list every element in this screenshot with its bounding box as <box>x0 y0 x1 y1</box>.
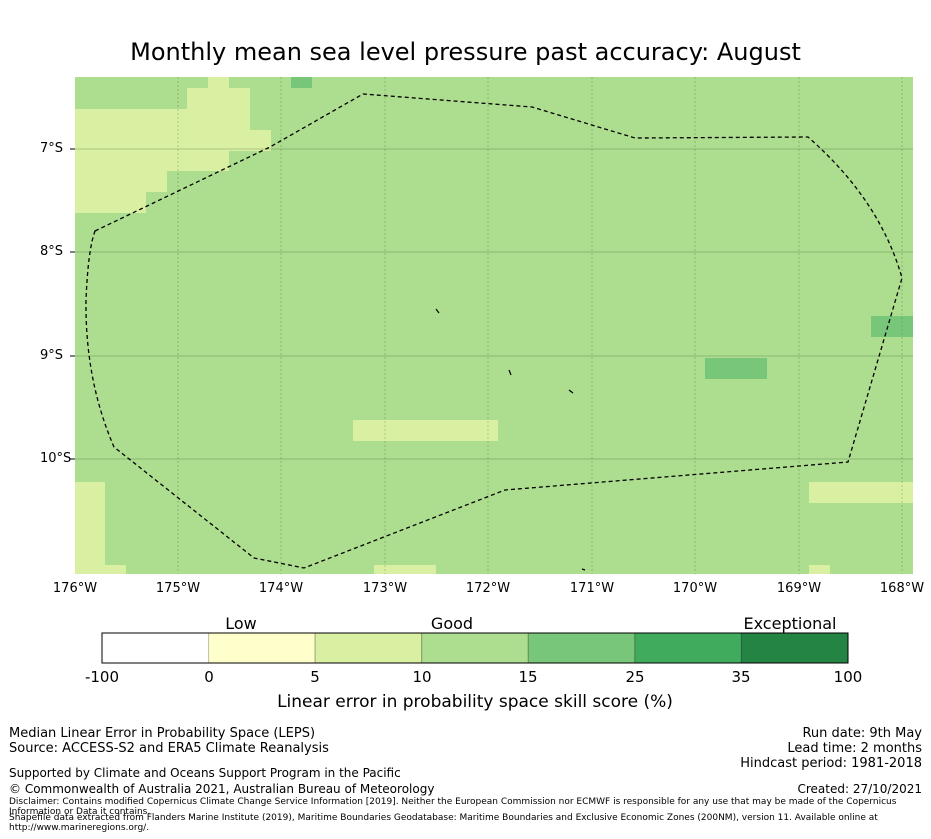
lon-label: 172°W <box>465 581 511 596</box>
skill-map <box>70 77 913 574</box>
island <box>581 568 586 571</box>
colorbar-tick: 25 <box>625 668 645 686</box>
gridlines <box>75 77 913 574</box>
colorbar-tick: 10 <box>412 668 432 686</box>
colorbar-label: Linear error in probability space skill … <box>277 692 673 712</box>
created-date: Created: 27/10/2021 <box>797 782 922 796</box>
eez-boundary <box>85 93 903 569</box>
island <box>435 308 440 314</box>
colorbar-outline <box>101 632 849 664</box>
lon-label: 168°W <box>879 581 925 596</box>
lon-label: 174°W <box>258 581 304 596</box>
colorbar-cell <box>527 632 636 664</box>
copyright: © Commonwealth of Australia 2021, Austra… <box>9 782 435 796</box>
data-source: Source: ACCESS-S2 and ERA5 Climate Reana… <box>9 741 329 756</box>
lat-label: 7°S <box>40 141 64 156</box>
colorbar-cell <box>634 632 742 664</box>
shapefile-credit: Shapefile data extracted from Flanders M… <box>9 813 878 833</box>
map-title: Monthly mean sea level pressure past acc… <box>130 38 801 66</box>
run-date: Run date: 9th May <box>802 726 922 741</box>
lead-time: Lead time: 2 months <box>787 741 922 756</box>
colorbar-tick: 0 <box>204 668 214 686</box>
island <box>508 369 512 376</box>
disclaimer: Disclaimer: Contains modified Copernicus… <box>9 797 897 817</box>
colorbar <box>101 632 849 664</box>
lat-label: 10°S <box>40 451 72 466</box>
colorbar-cell <box>421 632 529 664</box>
colorbar-cell <box>314 632 423 664</box>
leps-description: Median Linear Error in Probability Space… <box>9 726 316 741</box>
lon-label: 170°W <box>672 581 718 596</box>
islands <box>435 308 586 571</box>
colorbar-tick: 5 <box>310 668 320 686</box>
support-note: Supported by Climate and Oceans Support … <box>9 766 401 780</box>
lon-label: 176°W <box>52 581 98 596</box>
colorbar-tick: 35 <box>731 668 751 686</box>
island <box>568 389 574 394</box>
lat-label: 8°S <box>40 244 64 259</box>
hindcast-period: Hindcast period: 1981-2018 <box>740 756 922 771</box>
colorbar-tick: 100 <box>833 668 863 686</box>
colorbar-category-low: Low <box>225 614 257 633</box>
colorbar-cell <box>208 632 316 664</box>
colorbar-cells <box>102 632 849 664</box>
colorbar-category-exceptional: Exceptional <box>743 614 837 633</box>
lon-label: 171°W <box>569 581 615 596</box>
colorbar-tick: -100 <box>84 668 120 686</box>
colorbar-tick: 15 <box>518 668 538 686</box>
lon-label: 169°W <box>776 581 822 596</box>
low-skill-patches <box>75 77 913 574</box>
lon-label: 175°W <box>155 581 201 596</box>
high-skill-patches <box>291 77 913 379</box>
axis-ticks <box>70 148 75 460</box>
lon-label: 173°W <box>362 581 408 596</box>
colorbar-cell <box>740 632 849 664</box>
lat-label: 9°S <box>40 348 64 363</box>
colorbar-category-good: Good <box>430 614 474 633</box>
colorbar-cell <box>102 633 209 663</box>
